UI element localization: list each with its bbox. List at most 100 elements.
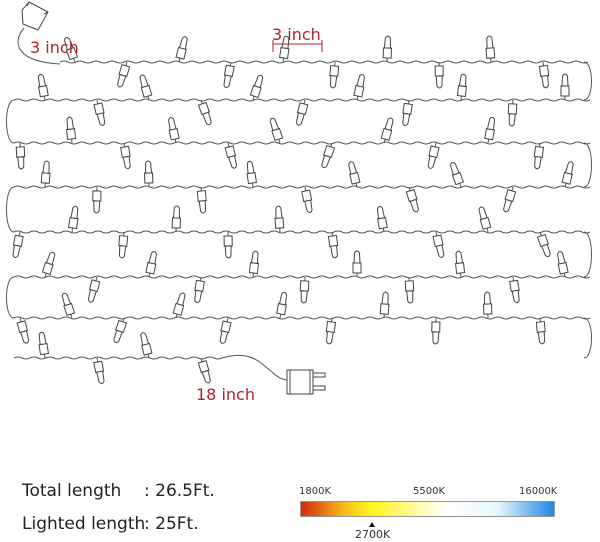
bulb-icon: [299, 276, 310, 304]
spacing-dimension: [272, 40, 323, 52]
spec-value: : 25Ft.: [144, 514, 199, 534]
bulb-icon: [509, 276, 520, 304]
bulb-icon: [431, 317, 441, 345]
bulb-icon: [295, 99, 309, 126]
bulb-icon: [168, 117, 180, 144]
bulb-icon: [171, 205, 182, 233]
bulb-icon: [538, 61, 550, 89]
bulb-icon: [197, 99, 212, 126]
bulb-icon: [404, 276, 415, 304]
bulb-icon: [434, 61, 444, 89]
bulb-icon: [560, 73, 570, 100]
end-socket-icon: [21, 1, 49, 31]
wire: [6, 186, 15, 233]
bulb-icon: [353, 74, 365, 101]
wire: [583, 142, 592, 188]
bulb-icon: [92, 186, 102, 214]
bulb-icon: [325, 317, 337, 345]
spec-lighted-length: Lighted length : 25Ft.: [22, 514, 199, 534]
bulb-icon: [382, 35, 393, 63]
selected-temp-marker: [369, 522, 375, 527]
bulb-icon: [40, 160, 51, 188]
spec-value: : 26.5Ft.: [144, 481, 215, 501]
bulb-icon: [321, 142, 336, 169]
wire: [13, 230, 591, 234]
bulb-icon: [140, 332, 153, 359]
bulb-icon: [118, 231, 129, 259]
bulb-icon: [246, 160, 257, 188]
bulb-icon: [279, 35, 290, 63]
spec-label: Lighted length: [22, 514, 146, 534]
wire: [13, 356, 223, 360]
bulb-icon: [139, 74, 153, 101]
wire: [583, 61, 592, 101]
wire: [13, 185, 591, 189]
bulb-icon: [503, 186, 517, 213]
bulb-icon: [223, 61, 235, 89]
bulb-icon: [61, 292, 76, 319]
wire: [59, 60, 589, 64]
bulb-icon: [456, 73, 467, 101]
wire: [13, 275, 591, 279]
bulb-icon: [248, 250, 259, 278]
bulb-icon: [172, 292, 186, 319]
bulb-icon: [15, 142, 26, 170]
bulb-icon: [478, 206, 492, 233]
bulb-icon: [535, 317, 546, 345]
bulb-icon: [405, 186, 419, 213]
bulb-icon: [376, 205, 388, 233]
bulb-icon: [329, 61, 340, 89]
selected-temp-label: 2700K: [355, 528, 391, 541]
bulb-icon: [269, 117, 284, 144]
wire: [13, 316, 591, 320]
wire: [13, 141, 591, 145]
bulb-icon: [427, 142, 440, 169]
wire: [6, 99, 15, 144]
bulb-icon: [482, 291, 493, 319]
bulb-icon: [63, 36, 79, 63]
bulb-icon: [455, 250, 466, 278]
bulb-icon: [348, 161, 361, 188]
temp-tick-min: 1800K: [299, 486, 332, 497]
string-lights-diagram: [6, 1, 592, 395]
wire: [583, 317, 592, 359]
bulb-icon: [12, 231, 24, 259]
bulb-icon: [93, 357, 105, 385]
temp-tick-max: 16000K: [519, 486, 558, 497]
bulb-icon: [484, 116, 496, 144]
bulb-icon: [117, 61, 131, 88]
bulb-icon: [37, 73, 49, 101]
bulb-icon: [449, 161, 465, 188]
bulb-icon: [380, 117, 394, 144]
bulb-icon: [194, 276, 205, 304]
bulb-icon: [41, 251, 56, 278]
wire: [6, 276, 15, 319]
bulb-icon: [379, 291, 390, 319]
bulb-icon: [557, 251, 569, 278]
bulb-icon: [120, 142, 131, 170]
bulb-icon: [145, 251, 157, 278]
bulb-icon: [175, 36, 188, 63]
color-temperature-bar: [300, 501, 555, 517]
bulb-icon: [352, 250, 362, 277]
bulb-icon: [485, 35, 496, 63]
bulb-icon: [143, 160, 154, 188]
bulb-spacing-label: 3 inch: [272, 25, 321, 44]
bulb-icon: [249, 74, 264, 101]
bulb-icon: [276, 291, 288, 319]
bulb-icon: [93, 99, 106, 126]
bulb-icon: [402, 99, 413, 127]
bulb-icon: [533, 142, 545, 170]
bulb-icon: [87, 276, 101, 303]
bulb-icon: [507, 99, 518, 127]
bulb-icon: [561, 161, 574, 188]
bulb-icon: [536, 231, 551, 258]
bulb-icon: [219, 317, 232, 344]
bulb-icon: [66, 116, 77, 144]
bulb-icon: [38, 331, 49, 359]
socket-lead-label: 3 inch: [30, 38, 79, 57]
plug-icon: [286, 369, 326, 395]
bulb-icon: [16, 317, 30, 344]
bulb-icon: [113, 317, 128, 344]
bulb-icon: [274, 205, 285, 233]
